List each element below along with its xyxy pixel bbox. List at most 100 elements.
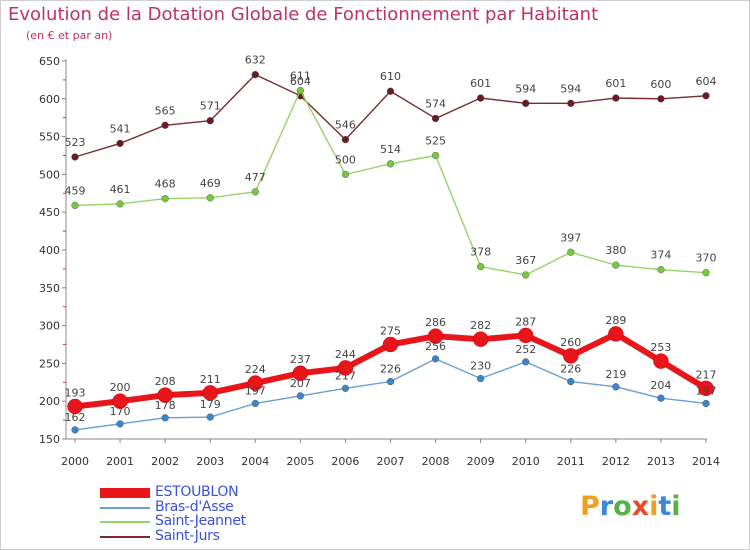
data-point — [702, 269, 710, 277]
data-label: 197 — [696, 384, 717, 397]
data-label: 260 — [560, 336, 581, 349]
data-label: 287 — [515, 315, 536, 328]
data-label: 459 — [65, 184, 86, 197]
data-label: 594 — [560, 82, 581, 95]
legend-label-estoublon: ESTOUBLON — [155, 484, 239, 500]
data-point — [427, 328, 444, 344]
data-label: 219 — [605, 368, 626, 381]
data-label: 217 — [335, 369, 356, 382]
legend-label-bras-d-asse: Bras-d'Asse — [155, 498, 234, 515]
data-point — [206, 117, 214, 125]
x-tick-label: 2010 — [512, 455, 540, 468]
data-label: 197 — [245, 384, 266, 397]
data-point — [567, 99, 575, 107]
data-label: 211 — [200, 373, 221, 386]
data-label: 170 — [110, 405, 131, 418]
x-tick-label: 2001 — [106, 455, 134, 468]
data-point — [653, 353, 669, 369]
x-tick-label: 2007 — [377, 455, 405, 468]
data-label: 378 — [470, 246, 491, 259]
data-point — [161, 121, 169, 129]
x-tick-label: 2012 — [602, 455, 630, 468]
data-point — [608, 326, 624, 342]
data-point — [341, 136, 350, 144]
data-label: 253 — [650, 341, 671, 354]
proxiti-logo: Proxiti — [580, 491, 681, 522]
data-point — [71, 426, 79, 434]
data-label: 601 — [605, 77, 626, 90]
data-label: 162 — [65, 411, 86, 424]
data-label: 477 — [245, 171, 266, 184]
data-label: 207 — [290, 377, 311, 390]
data-point — [341, 384, 350, 392]
data-point — [251, 188, 259, 196]
data-label: 193 — [65, 386, 86, 399]
logo-letter: i — [649, 491, 659, 522]
logo-letter: t — [658, 491, 672, 522]
x-tick-label: 2011 — [557, 455, 585, 468]
x-tick-label: 2008 — [422, 455, 450, 468]
data-point — [522, 271, 530, 279]
data-label: 230 — [470, 360, 491, 373]
data-label: 204 — [650, 379, 671, 392]
y-tick-label: 550 — [39, 131, 60, 144]
data-label: 252 — [515, 343, 536, 356]
y-tick-label: 250 — [39, 357, 60, 370]
data-label: 286 — [425, 316, 446, 329]
data-label: 275 — [380, 325, 401, 338]
data-label: 600 — [650, 78, 671, 91]
data-label: 500 — [335, 153, 356, 166]
y-tick-label: 450 — [39, 206, 60, 219]
logo-letter: x — [631, 491, 650, 522]
data-point — [431, 355, 440, 363]
logo-letter: o — [613, 491, 632, 522]
data-point — [112, 393, 128, 409]
data-label: 601 — [470, 77, 491, 90]
data-point — [251, 71, 259, 79]
x-tick-label: 2013 — [647, 455, 675, 468]
data-point — [292, 365, 309, 381]
data-label: 523 — [65, 136, 86, 149]
data-point — [657, 95, 665, 103]
data-point — [116, 200, 124, 208]
data-point — [522, 358, 530, 366]
data-point — [157, 387, 173, 403]
data-point — [702, 92, 710, 100]
data-point — [71, 201, 79, 209]
data-label: 574 — [425, 97, 446, 110]
y-tick-label: 200 — [39, 395, 60, 408]
data-point — [612, 94, 620, 102]
x-tick-label: 2002 — [151, 455, 179, 468]
data-label: 367 — [515, 254, 536, 267]
data-point — [698, 380, 714, 397]
y-tick-label: 600 — [39, 93, 60, 106]
legend-label-saint-jeannet: Saint-Jeannet — [155, 513, 246, 529]
data-point — [296, 86, 304, 95]
data-label: 217 — [696, 368, 717, 381]
data-point — [477, 374, 485, 383]
data-label: 244 — [335, 348, 356, 361]
data-point — [522, 99, 530, 107]
data-label: 200 — [110, 381, 131, 394]
data-label: 632 — [245, 54, 266, 67]
data-point — [247, 375, 264, 391]
data-point — [567, 248, 575, 256]
data-point — [567, 377, 575, 386]
y-tick-label: 350 — [39, 282, 60, 295]
x-tick-label: 2006 — [331, 455, 359, 468]
data-point — [386, 87, 395, 95]
x-tick-label: 2009 — [467, 455, 495, 468]
data-point — [116, 139, 124, 148]
x-tick-label: 2004 — [241, 455, 269, 468]
data-label: 571 — [200, 100, 221, 113]
data-point — [206, 413, 214, 421]
data-label: 380 — [605, 244, 626, 257]
data-label: 226 — [380, 363, 401, 376]
data-label: 208 — [155, 375, 176, 388]
data-label: 469 — [200, 177, 221, 190]
data-point — [612, 261, 620, 269]
data-label: 289 — [605, 314, 626, 327]
data-label: 179 — [200, 398, 221, 411]
